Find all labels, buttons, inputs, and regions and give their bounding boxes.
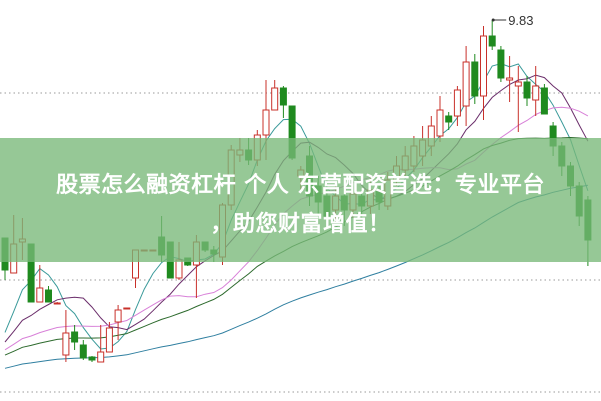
candle-up: [53, 302, 61, 305]
candle-up: [506, 77, 514, 81]
high-marker-dot: [491, 18, 495, 22]
banner-title-line1: 股票怎么融资杠杆 个人 东营配资首选：专业平台: [56, 173, 545, 198]
title-banner: 股票怎么融资杠杆 个人 东营配资首选：专业平台 ，助您财富增值！: [0, 138, 601, 262]
candle-up: [114, 309, 122, 323]
candle-down: [488, 35, 496, 47]
candle-down: [523, 81, 531, 99]
candle-up: [262, 109, 270, 136]
candle-up: [453, 89, 461, 117]
candle-down: [79, 344, 87, 359]
candle-up: [271, 87, 279, 111]
candle-up: [36, 287, 44, 303]
candle-up: [514, 81, 522, 87]
candle-down: [497, 49, 505, 79]
candle-down: [540, 87, 548, 115]
candle-down: [471, 61, 479, 97]
banner-title-line2: ，助您财富增值！: [210, 212, 391, 237]
candle-up: [480, 35, 487, 97]
candle-up: [175, 259, 183, 279]
high-price-label: 9.83: [508, 13, 533, 28]
candle-up: [105, 327, 113, 353]
candle-down: [445, 115, 453, 123]
candle-up: [123, 307, 131, 310]
candle-down: [88, 356, 96, 361]
candle-down: [71, 331, 79, 343]
candle-down: [45, 289, 52, 303]
candle-up: [97, 351, 105, 363]
candle-up: [62, 332, 70, 356]
candle-up: [532, 85, 540, 101]
candle-up: [436, 109, 444, 137]
ma5-line: [4, 63, 589, 350]
candle-up: [462, 61, 470, 107]
candle-down: [279, 87, 287, 106]
